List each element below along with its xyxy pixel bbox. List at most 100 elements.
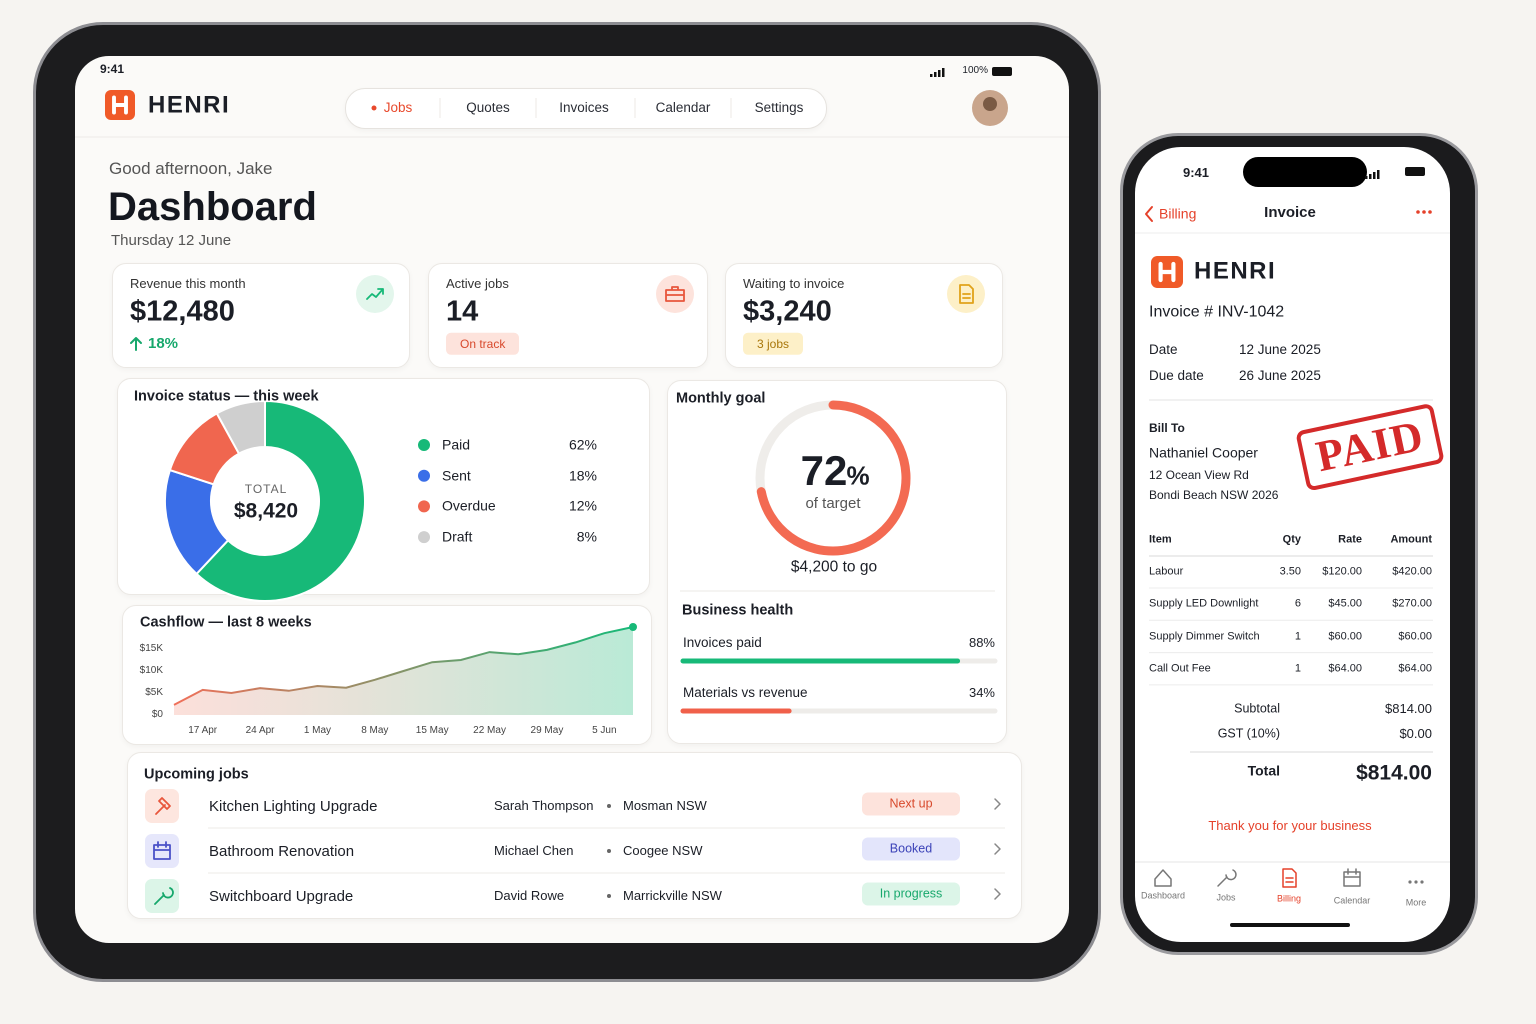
totals-label: Subtotal bbox=[1234, 701, 1280, 716]
more-dot bbox=[1414, 880, 1418, 884]
bill-to-name: Nathaniel Cooper bbox=[1149, 444, 1258, 461]
more-dot bbox=[1422, 210, 1426, 214]
goal-arc bbox=[756, 400, 911, 556]
table-cell: 6 bbox=[1294, 597, 1301, 610]
status-time: 9:41 bbox=[100, 61, 125, 76]
icon bbox=[1145, 206, 1153, 222]
job-icon-bg bbox=[145, 834, 179, 868]
cashflow-line bbox=[173, 626, 634, 706]
icon bbox=[155, 797, 171, 815]
donut-center-label: TOTAL bbox=[244, 481, 288, 496]
x-tick-label: 22 May bbox=[473, 725, 506, 736]
donut-segment bbox=[215, 399, 266, 456]
dynamic-island bbox=[1243, 157, 1367, 187]
icon bbox=[994, 888, 1001, 900]
table-header: Qty bbox=[1282, 533, 1301, 546]
icon bbox=[153, 841, 171, 860]
jobs-title: Upcoming jobs bbox=[144, 766, 249, 783]
table-cell: $420.00 bbox=[1392, 565, 1432, 578]
legend-value: 18% bbox=[568, 467, 597, 484]
icon bbox=[366, 288, 384, 300]
meta-label: Due date bbox=[1149, 367, 1204, 383]
job-location: Marrickville NSW bbox=[623, 888, 722, 904]
meta-value: 12 June 2025 bbox=[1239, 341, 1321, 357]
phone-title: Invoice bbox=[1264, 204, 1316, 221]
job-client: David Rowe bbox=[494, 888, 565, 904]
totals-label: GST (10%) bbox=[1217, 726, 1280, 741]
kpi-card bbox=[112, 263, 410, 368]
legend-label: Draft bbox=[442, 528, 473, 545]
legend-label: Sent bbox=[442, 467, 471, 484]
goal-value: 72 bbox=[800, 446, 848, 494]
kpi-value: 14 bbox=[446, 295, 479, 328]
more-dot bbox=[1416, 210, 1420, 214]
tab-label[interactable]: Billing bbox=[1276, 893, 1301, 904]
tab-label[interactable]: More bbox=[1405, 897, 1427, 908]
job-location: Coogee NSW bbox=[623, 843, 703, 859]
kpi-note: On track bbox=[446, 332, 520, 356]
avatar-head bbox=[983, 97, 997, 111]
table-header: Item bbox=[1149, 533, 1172, 546]
y-tick-label: $5K bbox=[145, 687, 163, 698]
chart-title: Cashflow — last 8 weeks bbox=[140, 614, 312, 631]
legend-dot bbox=[418, 531, 430, 544]
page-title: Dashboard bbox=[108, 185, 317, 229]
brand: HENRI bbox=[148, 91, 231, 119]
back-button[interactable]: Billing bbox=[1159, 205, 1197, 222]
nav-item[interactable]: Jobs bbox=[383, 99, 413, 115]
table-cell: Labour bbox=[1149, 565, 1184, 578]
tab-label[interactable]: Dashboard bbox=[1140, 890, 1186, 901]
nav-item[interactable]: Calendar bbox=[655, 99, 711, 115]
signal-bar bbox=[1365, 176, 1368, 179]
thanks: Thank you for your business bbox=[1208, 818, 1372, 834]
kpi-icon-bg bbox=[656, 275, 694, 313]
legend-dot bbox=[418, 439, 430, 451]
signal-bar bbox=[1377, 170, 1380, 179]
signal-bar bbox=[942, 68, 945, 77]
cashflow-end-point bbox=[629, 623, 637, 631]
y-tick-label: $15K bbox=[139, 643, 163, 654]
more-dot bbox=[1420, 880, 1424, 884]
table-cell: $60.00 bbox=[1398, 630, 1432, 642]
x-tick-label: 15 May bbox=[415, 725, 449, 736]
legend-value: 62% bbox=[568, 436, 597, 453]
legend-value: 12% bbox=[568, 497, 597, 514]
legend-dot bbox=[418, 469, 430, 482]
job-status: Booked bbox=[862, 837, 960, 861]
goal-remaining: $4,200 to go bbox=[790, 558, 878, 576]
table-cell: Supply Dimmer Switch bbox=[1149, 630, 1260, 642]
battery-icon bbox=[992, 67, 1012, 76]
job-title[interactable]: Switchboard Upgrade bbox=[209, 888, 354, 905]
x-tick-label: 5 Jun bbox=[592, 725, 617, 736]
icon bbox=[1154, 869, 1172, 887]
nav-pill bbox=[345, 88, 827, 129]
bullet bbox=[607, 849, 611, 853]
tab-label[interactable]: Calendar bbox=[1333, 895, 1371, 906]
total-label: Total bbox=[1247, 762, 1280, 779]
icon bbox=[1282, 868, 1297, 888]
meta-label: Date bbox=[1149, 341, 1178, 357]
signal-bar bbox=[934, 72, 937, 77]
kpi-value: $3,240 bbox=[743, 295, 832, 328]
job-title[interactable]: Kitchen Lighting Upgrade bbox=[209, 798, 378, 815]
nav-item[interactable]: Invoices bbox=[559, 99, 609, 115]
nav-item[interactable]: Quotes bbox=[466, 99, 510, 115]
kpi-value: $12,480 bbox=[130, 295, 235, 328]
phone-brand: HENRI bbox=[1194, 257, 1277, 285]
goal-title: Monthly goal bbox=[676, 390, 766, 407]
donut-segment bbox=[195, 399, 366, 602]
kpi-label: Active jobs bbox=[446, 276, 509, 292]
tab-label[interactable]: Jobs bbox=[1216, 892, 1236, 903]
x-tick-label: 17 Apr bbox=[188, 725, 218, 736]
phone-screen bbox=[1135, 147, 1450, 942]
signal-bar bbox=[1369, 174, 1372, 179]
job-client: Michael Chen bbox=[494, 843, 574, 859]
total-value: $814.00 bbox=[1356, 761, 1432, 785]
icon bbox=[154, 887, 174, 905]
nav-item[interactable]: Settings bbox=[754, 99, 804, 115]
job-title[interactable]: Bathroom Renovation bbox=[209, 843, 355, 860]
kpi-note: 3 jobs bbox=[743, 332, 804, 356]
bill-to-heading: Bill To bbox=[1149, 420, 1185, 435]
signal-bar bbox=[1373, 172, 1376, 179]
